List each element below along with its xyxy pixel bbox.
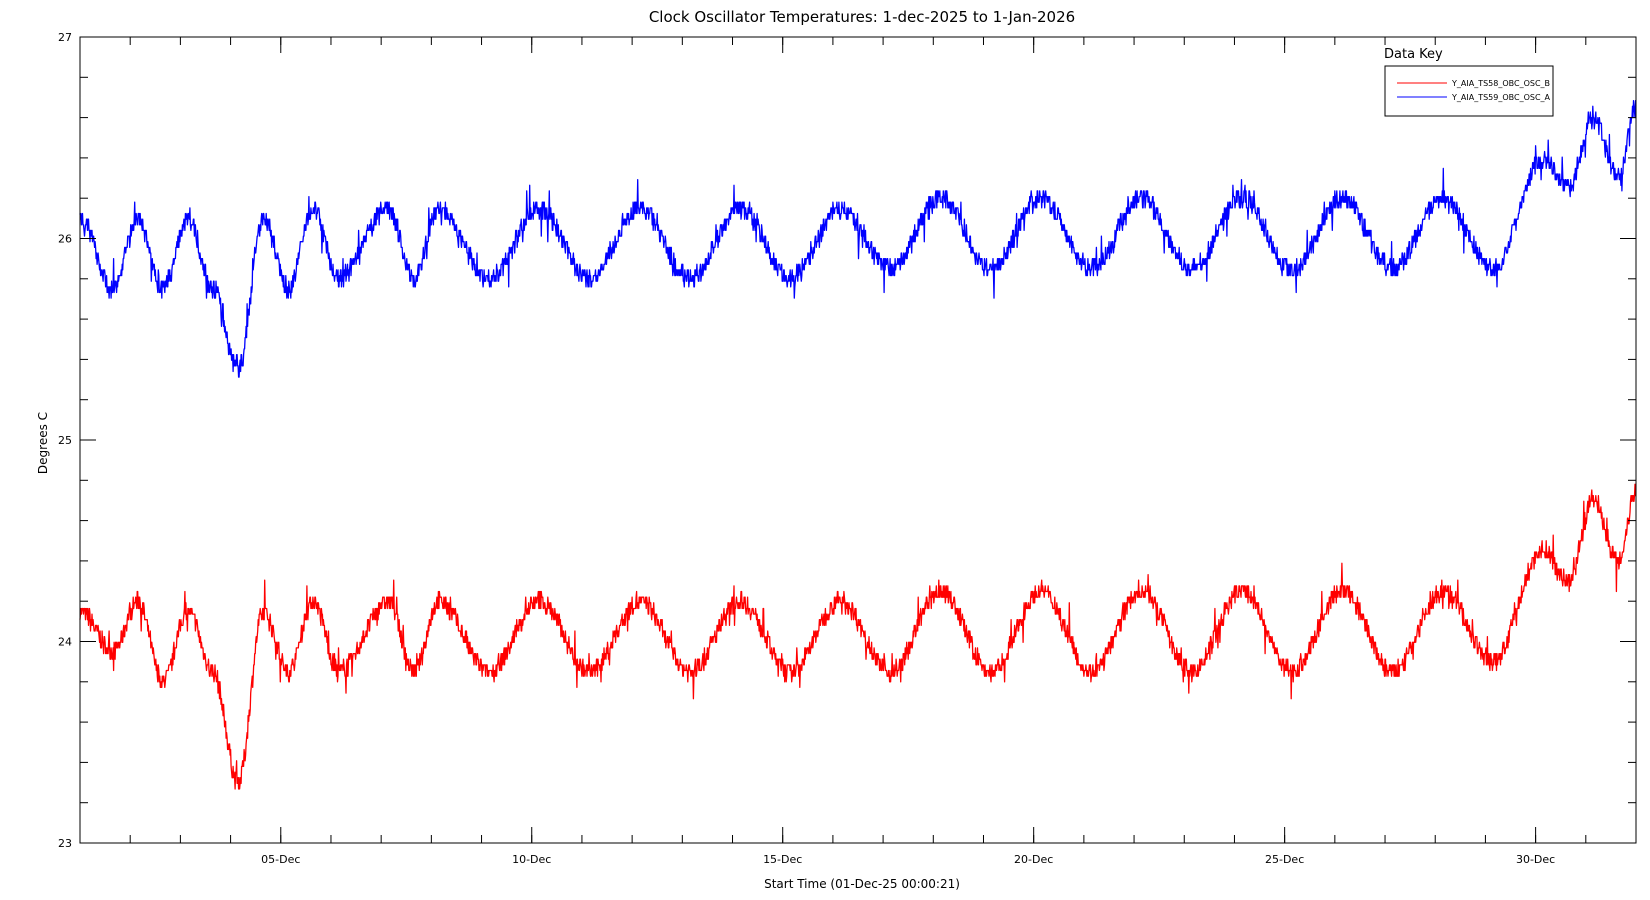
legend-title: Data Key [1384, 47, 1443, 62]
x-axis-label: Start Time (01-Dec-25 00:00:21) [764, 877, 960, 891]
ticks-layer: 23 24 25 26 27 05-Dec 10-Dec 15-Dec 20-Dec 25-Dec… [58, 31, 1637, 866]
series-layer [79, 100, 1637, 790]
y-tick-label: 24 [58, 636, 72, 649]
legend-label-osc-b: Y_AIA_TS58_OBC_OSC_B [1451, 79, 1550, 88]
x-tick-label: 25-Dec [1265, 853, 1304, 866]
chart-title: Clock Oscillator Temperatures: 1-dec-202… [649, 8, 1075, 26]
y-axis-label: Degrees C [36, 412, 50, 474]
legend-box [1384, 65, 1554, 117]
x-tick-label: 05-Dec [261, 853, 300, 866]
y-tick-label: 23 [58, 837, 72, 850]
y-tick-label: 25 [58, 434, 72, 447]
x-tick-label: 10-Dec [512, 853, 551, 866]
y-tick-label: 26 [58, 233, 72, 246]
legend: Data Key Y_AIA_TS58_OBC_OSC_B Y_AIA_TS59… [1384, 47, 1554, 117]
series-line-osc-b [79, 483, 1637, 790]
series-line-osc-a [79, 100, 1637, 378]
legend-label-osc-a: Y_AIA_TS59_OBC_OSC_A [1451, 93, 1551, 102]
x-tick-label: 20-Dec [1014, 853, 1053, 866]
y-tick-label: 27 [58, 31, 72, 44]
x-tick-label: 15-Dec [763, 853, 802, 866]
x-tick-label: 30-Dec [1516, 853, 1555, 866]
